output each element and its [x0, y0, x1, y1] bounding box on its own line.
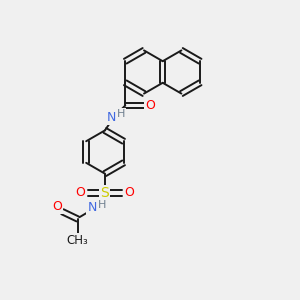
Text: S: S: [100, 186, 109, 200]
Text: N: N: [106, 111, 116, 124]
Text: O: O: [124, 186, 134, 200]
Text: H: H: [98, 200, 106, 210]
Text: O: O: [52, 200, 62, 213]
Text: H: H: [117, 109, 125, 119]
Text: O: O: [145, 99, 155, 112]
Text: N: N: [87, 201, 97, 214]
Text: O: O: [75, 186, 85, 200]
Text: CH₃: CH₃: [67, 234, 88, 248]
